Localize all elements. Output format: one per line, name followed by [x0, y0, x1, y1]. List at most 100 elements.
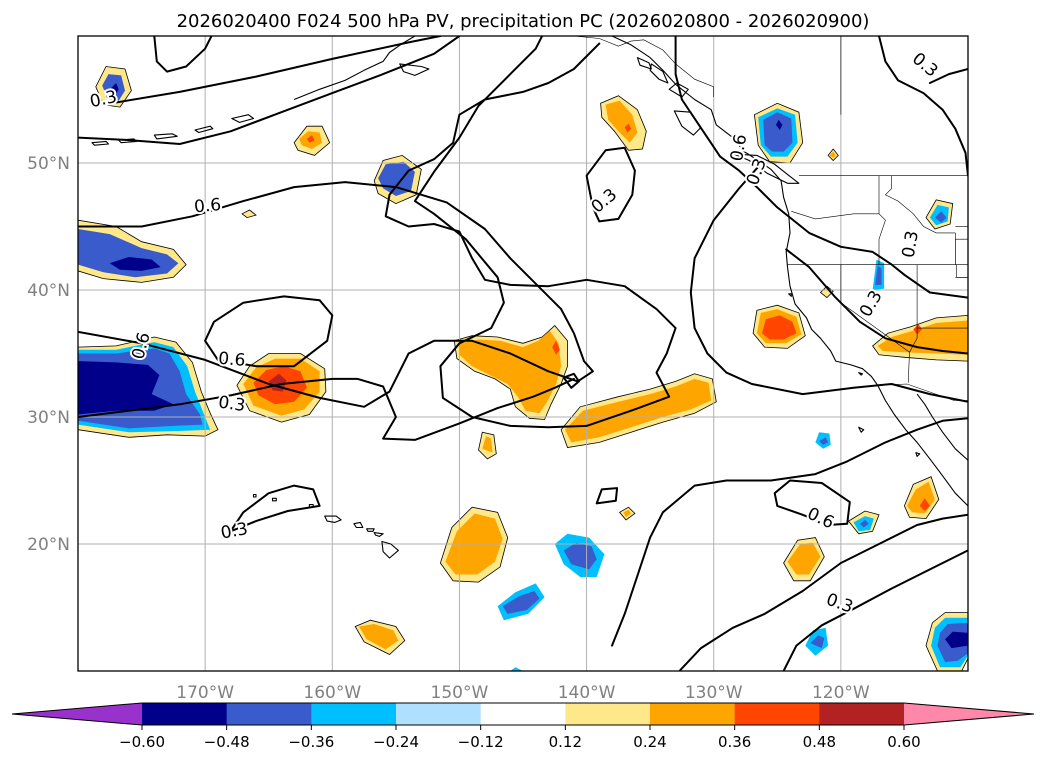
colorbar-tick-label: 0.48 — [803, 733, 836, 751]
contour-label: 0.6 — [217, 349, 246, 371]
coastline — [153, 133, 178, 140]
precip-region — [819, 437, 829, 445]
precip-region — [919, 498, 930, 511]
colorbar-extend-low — [12, 703, 142, 725]
contour-label: 0.3 — [217, 393, 247, 417]
x-tick-label: 170°W — [176, 683, 234, 703]
coastline — [324, 515, 342, 523]
colorbar-tick-label: −0.60 — [119, 733, 165, 751]
colorbar-tick-label: −0.36 — [288, 733, 334, 751]
colorbar-tick-label: 0.36 — [718, 733, 751, 751]
precip-region — [623, 509, 632, 518]
coastline — [399, 63, 430, 76]
precip-region — [241, 209, 257, 219]
political-border — [955, 238, 968, 278]
pv-contour-layer — [78, 36, 968, 671]
colorbar-segment — [480, 703, 566, 725]
colorbar-segment — [311, 703, 397, 725]
chart-title: 2026020400 F024 500 hPa PV, precipitatio… — [177, 11, 870, 32]
precip-region — [111, 83, 119, 96]
precip-region — [359, 624, 399, 650]
x-tick-label: 130°W — [685, 683, 743, 703]
precip-region — [829, 151, 836, 158]
coastline — [353, 521, 364, 529]
x-tick-labels: 170°W 160°W 150°W 140°W 130°W 120°W — [176, 683, 870, 703]
coastline — [271, 497, 277, 502]
y-tick-label: 30°N — [27, 408, 70, 428]
pv-contour — [595, 487, 619, 505]
precip-region — [934, 211, 947, 223]
colorbar-segment — [226, 703, 312, 725]
pv-contour — [78, 377, 575, 441]
pv-contour — [782, 549, 968, 671]
colorbar-segment — [819, 703, 905, 725]
coastline — [231, 114, 255, 123]
precip-region — [624, 123, 632, 133]
precip-region — [78, 361, 174, 415]
precip-region — [378, 161, 415, 196]
map-frame — [77, 35, 969, 672]
pv-contour — [204, 295, 334, 368]
precip-region — [482, 436, 493, 453]
precip-region — [459, 330, 562, 414]
precip-region — [565, 378, 712, 443]
precip-region — [776, 119, 783, 130]
pv-contour — [611, 417, 968, 647]
coastline — [788, 293, 792, 297]
precip-region — [109, 257, 161, 271]
pv-contour — [928, 68, 968, 84]
pv-contour — [78, 181, 594, 408]
colorbar-tick-label: −0.48 — [204, 733, 250, 751]
pv-contour — [562, 372, 580, 389]
political-border — [907, 352, 910, 383]
colorbar-extend-high — [904, 703, 1034, 725]
precip-region — [502, 591, 540, 614]
coastline — [373, 532, 384, 537]
coastline — [858, 426, 865, 433]
precip-region — [787, 542, 821, 575]
precip-region — [819, 285, 834, 299]
coastline — [673, 110, 702, 136]
precip-region — [563, 542, 597, 570]
coastline — [668, 82, 689, 98]
political-border — [791, 175, 880, 220]
gridlines — [78, 36, 968, 671]
coastline — [915, 452, 921, 457]
border-layer — [573, 36, 968, 401]
pv-contour — [773, 479, 851, 526]
pv-contour — [229, 484, 321, 533]
coastline — [636, 57, 652, 70]
precip-region — [945, 631, 968, 649]
political-border — [878, 213, 886, 265]
contour-label: 0.6 — [193, 195, 222, 217]
coastline — [916, 393, 968, 461]
precip-region — [762, 315, 797, 340]
pv-contour — [785, 248, 968, 355]
coastline — [611, 36, 968, 507]
x-tick-label: 120°W — [812, 683, 870, 703]
coastline — [366, 528, 375, 532]
precip-region — [859, 519, 869, 528]
precip-region — [913, 324, 923, 335]
x-tick-label: 150°W — [431, 683, 489, 703]
precip-region — [810, 635, 825, 649]
coastline — [252, 493, 257, 498]
colorbar-segment — [396, 703, 482, 725]
coastline-layer — [91, 36, 968, 559]
coastline — [91, 140, 110, 146]
colorbar-tick-label: 0.12 — [549, 733, 582, 751]
x-tick-label: 160°W — [303, 683, 361, 703]
coastline — [649, 63, 669, 84]
coastline — [733, 153, 800, 184]
pv-contour — [102, 36, 442, 106]
colorbar-segment — [734, 703, 820, 725]
precip-region — [306, 135, 315, 143]
colorbar-segment — [142, 703, 228, 725]
x-tick-label: 140°W — [558, 683, 616, 703]
pv-contour — [674, 36, 968, 299]
precip-region — [763, 112, 793, 152]
precip-region — [552, 340, 560, 355]
precip-region — [510, 667, 523, 671]
colorbar: −0.60 −0.48 −0.36 −0.24 −0.12 0.12 0.24 0.36 0.4… — [11, 702, 1035, 751]
precip-region — [605, 100, 638, 143]
